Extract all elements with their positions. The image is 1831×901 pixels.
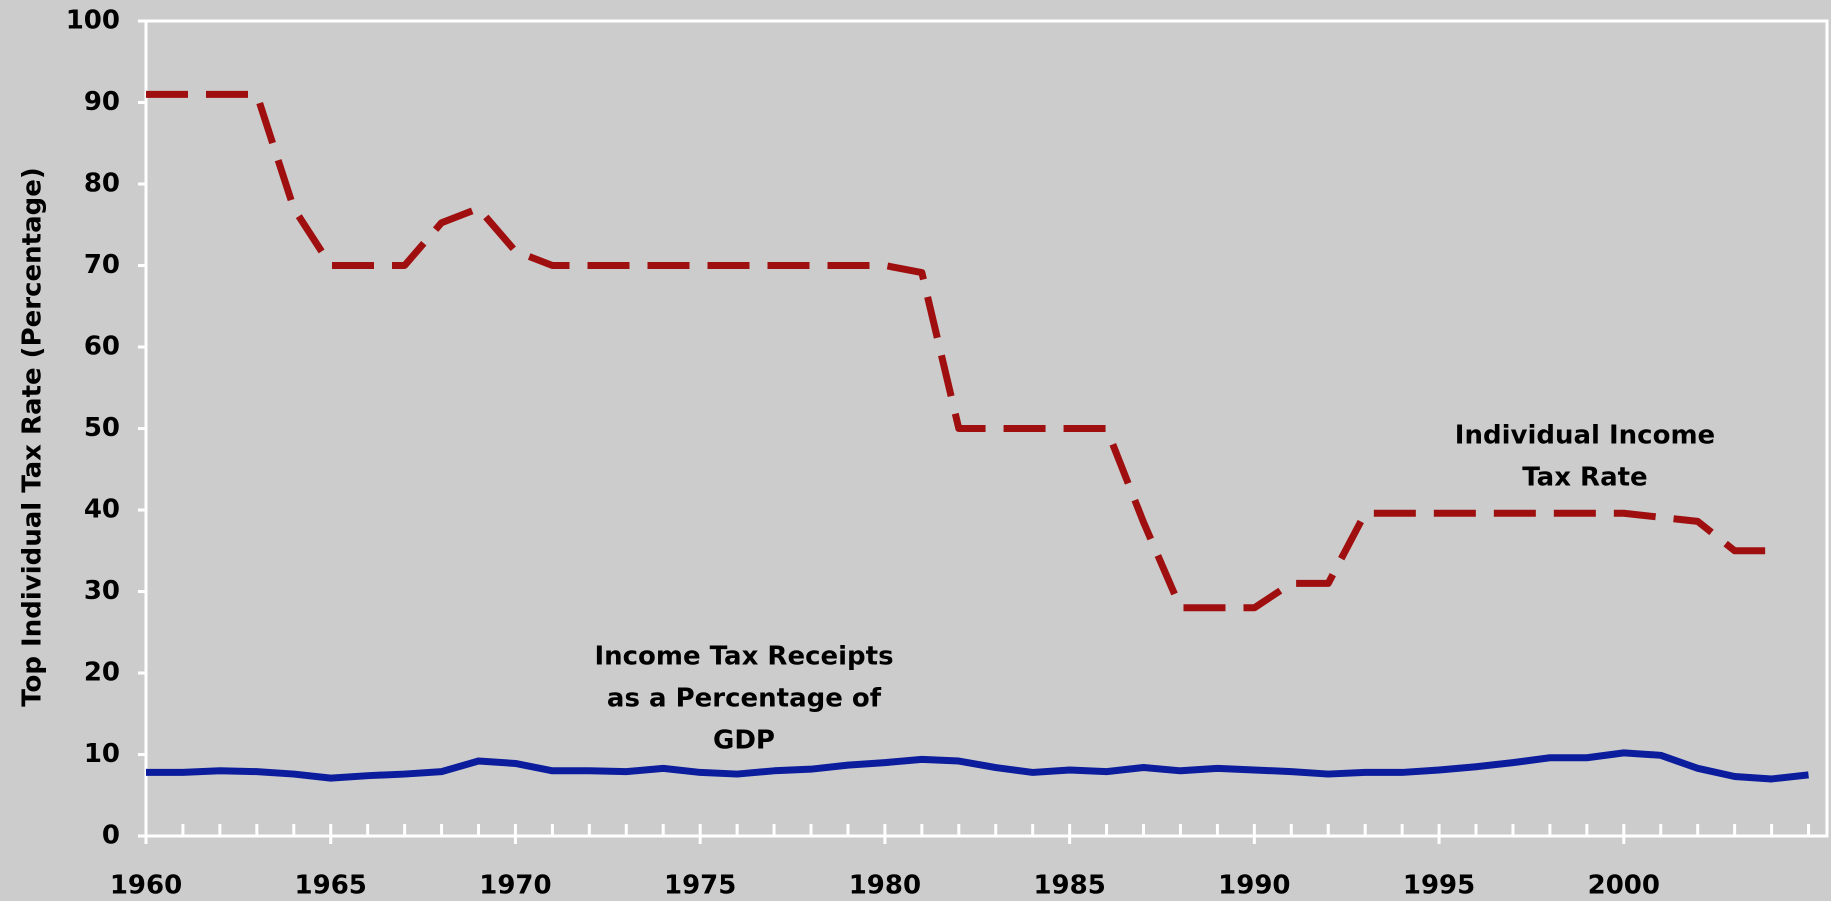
y-tick-label: 70 — [84, 250, 120, 280]
y-axis-label: Top Individual Tax Rate (Percentage) — [18, 167, 48, 707]
y-tick-label: 60 — [84, 332, 120, 362]
y-tick-label: 50 — [84, 413, 120, 443]
y-tick-label: 0 — [102, 821, 120, 851]
y-tick-label: 10 — [84, 739, 120, 769]
annotation: as a Percentage of — [607, 684, 882, 714]
annotation: Individual Income — [1455, 421, 1715, 451]
x-tick-label: 1995 — [1403, 871, 1475, 901]
series-line — [146, 749, 1809, 783]
y-tick-label: 40 — [84, 495, 120, 525]
y-tick-label: 20 — [84, 658, 120, 688]
y-tick-label: 80 — [84, 169, 120, 199]
y-tick-label: 90 — [84, 87, 120, 117]
annotation: Tax Rate — [1522, 463, 1647, 493]
annotation: GDP — [713, 726, 775, 756]
annotation: Income Tax Receipts — [594, 642, 893, 672]
y-tick-label: 30 — [84, 576, 120, 606]
x-tick-label: 2000 — [1588, 871, 1660, 901]
x-tick-label: 1990 — [1218, 871, 1290, 901]
x-tick-label: 1985 — [1033, 871, 1105, 901]
x-tick-label: 1965 — [295, 871, 367, 901]
y-tick-label: 100 — [66, 6, 120, 36]
x-tick-label: 1980 — [849, 871, 921, 901]
x-tick-label: 1960 — [110, 871, 182, 901]
series-line — [146, 90, 1772, 612]
x-tick-label: 1970 — [479, 871, 551, 901]
x-tick-label: 1975 — [664, 871, 736, 901]
